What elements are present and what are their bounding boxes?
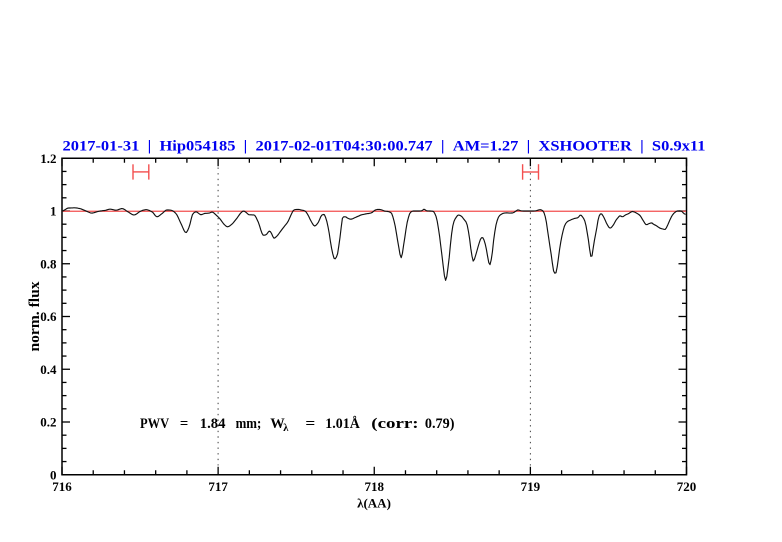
svg-text:718: 718 xyxy=(365,479,385,494)
svg-text:719: 719 xyxy=(521,479,541,494)
svg-text:717: 717 xyxy=(208,479,228,494)
svg-text:0: 0 xyxy=(50,467,57,482)
svg-text:0.8: 0.8 xyxy=(40,256,57,271)
svg-text:PWV: PWV xyxy=(140,416,170,432)
svg-text:0.2: 0.2 xyxy=(40,415,56,430)
svg-text:716: 716 xyxy=(52,479,72,494)
svg-text:2017-01-31 | Hip054185 | 2: 2017-01-31 | Hip054185 | 2017-02-01T04:3… xyxy=(63,138,706,154)
svg-text:W: W xyxy=(270,416,285,432)
svg-text:1.01Å: 1.01Å xyxy=(325,416,360,432)
svg-text:mm;: mm; xyxy=(236,416,262,432)
svg-text:720: 720 xyxy=(677,479,697,494)
svg-text:0.4: 0.4 xyxy=(40,362,57,377)
svg-text:λ(AA): λ(AA) xyxy=(357,496,391,511)
svg-text:0.79): 0.79) xyxy=(425,416,455,432)
svg-text:=: = xyxy=(305,416,315,432)
svg-text:norm. flux: norm. flux xyxy=(27,281,43,352)
svg-text:λ: λ xyxy=(283,423,289,434)
svg-text:0.6: 0.6 xyxy=(40,309,57,324)
svg-text:=: = xyxy=(180,416,188,432)
svg-text:(corr:: (corr: xyxy=(371,416,418,432)
svg-text:1.84: 1.84 xyxy=(200,416,226,432)
svg-text:1: 1 xyxy=(50,204,57,219)
svg-text:1.2: 1.2 xyxy=(40,151,56,166)
